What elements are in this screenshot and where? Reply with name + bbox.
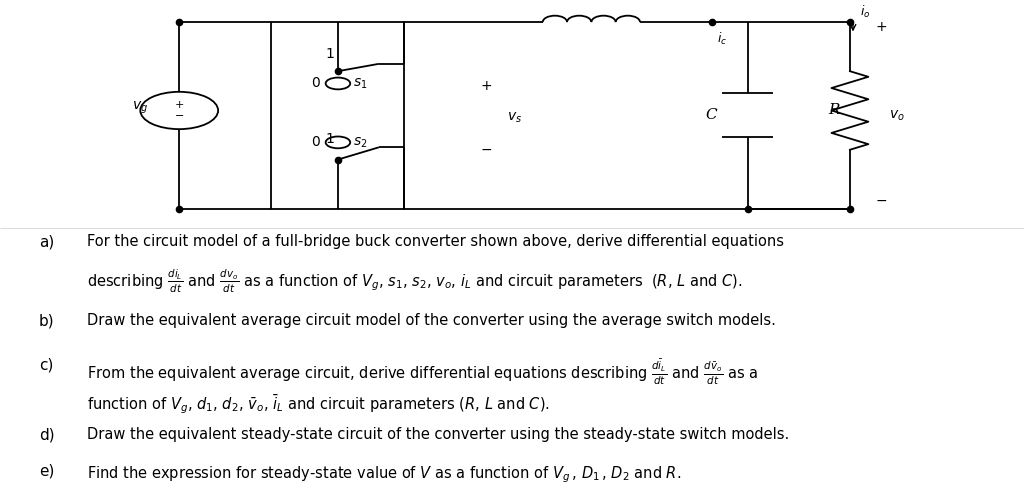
Text: From the equivalent average circuit, derive differential equations describing $\: From the equivalent average circuit, der…	[87, 357, 759, 387]
Text: For the circuit model of a full-bridge buck converter shown above, derive differ: For the circuit model of a full-bridge b…	[87, 234, 784, 249]
Text: −: −	[174, 111, 184, 121]
Text: +: +	[174, 100, 184, 109]
Text: +: +	[480, 79, 493, 93]
Text: a): a)	[39, 234, 54, 249]
Text: $v_g$: $v_g$	[132, 100, 148, 116]
Text: function of $V_g$, $d_1$, $d_2$, $\bar{v}_o$, $\bar{i}_L$ and circuit parameters: function of $V_g$, $d_1$, $d_2$, $\bar{v…	[87, 393, 550, 416]
Text: 0: 0	[310, 136, 319, 149]
Text: $i_c$: $i_c$	[717, 31, 727, 47]
Text: R: R	[828, 104, 840, 117]
Text: $v_o$: $v_o$	[889, 108, 904, 123]
Text: $v_s$: $v_s$	[507, 110, 522, 125]
Text: e): e)	[39, 464, 54, 479]
Text: −: −	[876, 194, 887, 208]
Text: L: L	[548, 0, 558, 3]
Text: Find the expression for steady-state value of $V$ as a function of $V_g\,$, $D_1: Find the expression for steady-state val…	[87, 464, 681, 485]
Text: $s_1$: $s_1$	[353, 76, 368, 91]
Text: 0: 0	[310, 77, 319, 90]
Text: Draw the equivalent steady-state circuit of the converter using the steady-state: Draw the equivalent steady-state circuit…	[87, 427, 790, 442]
Text: 1: 1	[326, 47, 334, 61]
Bar	[271, 22, 404, 209]
Text: c): c)	[39, 357, 53, 373]
Text: C: C	[706, 109, 717, 122]
Text: +: +	[876, 20, 887, 34]
Text: $s_2$: $s_2$	[353, 135, 368, 150]
Text: $i_o$: $i_o$	[860, 3, 870, 20]
Text: describing $\frac{di_L}{dt}$ and $\frac{dv_o}{dt}$ as a function of $V_g$, $s_1$: describing $\frac{di_L}{dt}$ and $\frac{…	[87, 268, 742, 295]
Text: $i_L$: $i_L$	[645, 0, 655, 3]
Text: d): d)	[39, 427, 54, 442]
Text: Draw the equivalent average circuit model of the converter using the average swi: Draw the equivalent average circuit mode…	[87, 313, 776, 328]
Text: −: −	[480, 143, 493, 157]
Text: 1: 1	[326, 132, 334, 146]
Text: b): b)	[39, 313, 54, 328]
